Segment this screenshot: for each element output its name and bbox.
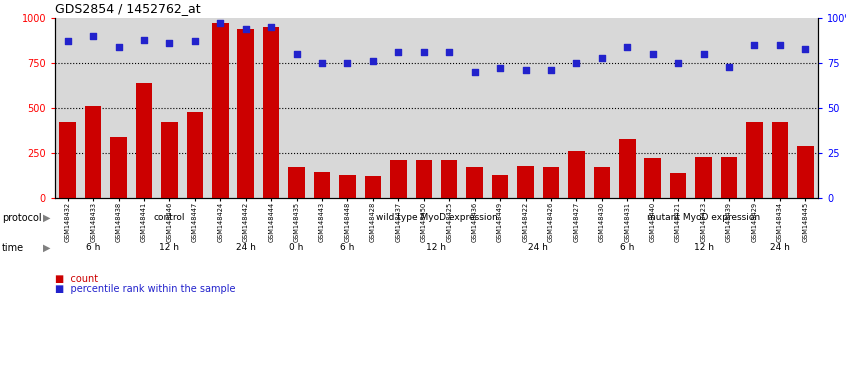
Point xyxy=(417,49,431,55)
Point xyxy=(468,69,481,75)
Point xyxy=(620,44,634,50)
Text: 12 h: 12 h xyxy=(694,243,713,253)
Text: 12 h: 12 h xyxy=(159,243,179,253)
Point xyxy=(672,60,685,66)
Bar xyxy=(212,23,228,198)
Point xyxy=(137,36,151,43)
Bar xyxy=(797,146,814,198)
Point xyxy=(162,40,176,46)
Bar xyxy=(59,122,76,198)
Text: 24 h: 24 h xyxy=(770,243,790,253)
Bar xyxy=(542,167,559,198)
Bar xyxy=(517,166,534,198)
Point xyxy=(544,67,558,73)
Bar xyxy=(135,83,152,198)
Bar xyxy=(314,172,330,198)
Text: 6 h: 6 h xyxy=(86,243,101,253)
Point xyxy=(188,38,201,45)
Text: 12 h: 12 h xyxy=(426,243,447,253)
Text: time: time xyxy=(2,243,24,253)
Text: 24 h: 24 h xyxy=(528,243,548,253)
Bar xyxy=(339,175,356,198)
Bar xyxy=(110,137,127,198)
Text: protocol: protocol xyxy=(2,213,41,223)
Bar xyxy=(746,122,763,198)
Bar xyxy=(619,139,635,198)
Text: GDS2854 / 1452762_at: GDS2854 / 1452762_at xyxy=(55,2,201,15)
Bar xyxy=(594,167,610,198)
Point xyxy=(61,38,74,45)
Bar xyxy=(85,106,102,198)
Point xyxy=(645,51,659,57)
Text: 0 h: 0 h xyxy=(289,243,304,253)
Bar xyxy=(772,122,788,198)
Point xyxy=(722,63,736,70)
Bar xyxy=(162,122,178,198)
Text: control: control xyxy=(154,214,185,222)
Text: 6 h: 6 h xyxy=(620,243,634,253)
Bar xyxy=(670,173,686,198)
Bar xyxy=(365,175,382,198)
Bar xyxy=(238,29,254,198)
Bar xyxy=(263,27,279,198)
Point xyxy=(239,26,252,32)
Point xyxy=(290,51,304,57)
Text: 6 h: 6 h xyxy=(340,243,354,253)
Point xyxy=(442,49,456,55)
Text: ■  count: ■ count xyxy=(55,274,98,284)
Text: ▶: ▶ xyxy=(43,243,51,253)
Bar xyxy=(466,167,483,198)
Text: ▶: ▶ xyxy=(43,213,51,223)
Text: 24 h: 24 h xyxy=(236,243,255,253)
Bar xyxy=(415,160,432,198)
Bar xyxy=(721,157,737,198)
Point xyxy=(519,67,532,73)
Point xyxy=(112,44,125,50)
Bar xyxy=(695,157,711,198)
Point xyxy=(341,60,354,66)
Point xyxy=(569,60,583,66)
Bar xyxy=(288,167,305,198)
Point xyxy=(595,55,608,61)
Point xyxy=(213,20,227,26)
Bar xyxy=(645,157,661,198)
Text: wild type MyoD expression: wild type MyoD expression xyxy=(376,214,497,222)
Point xyxy=(86,33,100,39)
Point xyxy=(493,65,507,71)
Point xyxy=(265,24,278,30)
Point xyxy=(366,58,380,64)
Bar xyxy=(390,160,407,198)
Bar xyxy=(569,151,585,198)
Point xyxy=(799,46,812,52)
Point xyxy=(316,60,329,66)
Bar xyxy=(187,112,203,198)
Point xyxy=(773,42,787,48)
Bar xyxy=(492,175,508,198)
Text: mutant MyoD expression: mutant MyoD expression xyxy=(647,214,760,222)
Bar xyxy=(441,160,458,198)
Text: ■  percentile rank within the sample: ■ percentile rank within the sample xyxy=(55,284,235,294)
Point xyxy=(697,51,711,57)
Point xyxy=(392,49,405,55)
Point xyxy=(748,42,761,48)
